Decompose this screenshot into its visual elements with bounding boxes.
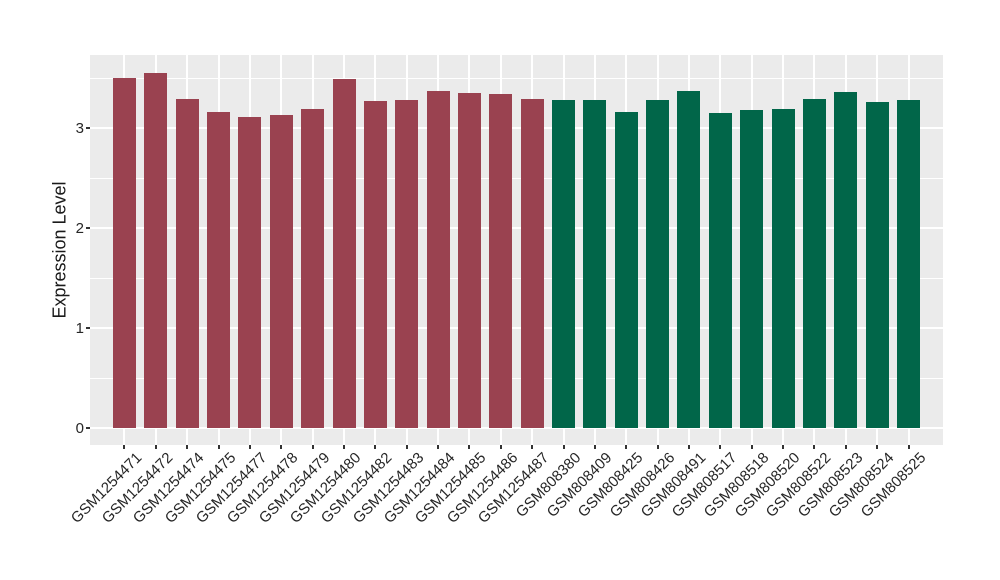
y-axis-tick [86, 227, 90, 230]
gridline-minor [90, 377, 943, 379]
gridline-major [90, 127, 943, 130]
bar-GSM808523 [834, 92, 858, 429]
x-axis-tick [343, 445, 346, 449]
y-axis-tick-label: 0 [75, 419, 84, 437]
y-axis-tick [86, 127, 90, 130]
gridline-major [90, 427, 943, 430]
x-axis-tick [437, 445, 440, 449]
plot-panel [90, 55, 943, 445]
bar-GSM1254472 [144, 73, 168, 429]
y-axis-tick-label: 1 [75, 319, 84, 337]
bar-GSM808517 [708, 113, 732, 429]
bar-GSM808525 [897, 100, 920, 429]
gridline-major [90, 227, 943, 230]
y-axis-tick [86, 427, 90, 430]
x-axis-tick [562, 445, 565, 449]
gridline-major [90, 327, 943, 330]
bar-GSM808520 [771, 109, 795, 429]
x-axis-tick [248, 445, 251, 449]
y-axis-tick-label: 2 [75, 219, 84, 237]
bar-GSM1254484 [426, 91, 450, 429]
x-axis-tick [499, 445, 502, 449]
x-axis-tick [719, 445, 722, 449]
bar-GSM1254477 [238, 117, 262, 429]
x-axis-tick [154, 445, 157, 449]
x-axis-tick [907, 445, 910, 449]
x-axis-tick [468, 445, 471, 449]
bar-GSM1254482 [363, 101, 387, 429]
gridline-minor [90, 277, 943, 279]
bar-GSM808518 [740, 110, 764, 429]
bar-GSM1254483 [395, 100, 419, 429]
bar-GSM1254487 [520, 99, 544, 429]
bar-GSM1254475 [207, 112, 231, 429]
x-axis-tick [593, 445, 596, 449]
y-axis-tick-label: 3 [75, 119, 84, 137]
x-axis-tick [687, 445, 690, 449]
x-axis-tick [625, 445, 628, 449]
bar-GSM1254479 [301, 109, 325, 429]
bar-GSM808380 [552, 100, 576, 429]
x-axis-tick [876, 445, 879, 449]
x-axis-tick [656, 445, 659, 449]
x-axis-tick [217, 445, 220, 449]
y-axis-title: Expression Level [49, 181, 70, 319]
x-axis-tick [186, 445, 189, 449]
x-axis-tick [844, 445, 847, 449]
x-axis-tick [531, 445, 534, 449]
x-axis-tick [750, 445, 753, 449]
bar-GSM1254471 [112, 78, 136, 429]
bar-GSM808409 [583, 100, 607, 429]
bar-GSM808491 [677, 91, 701, 429]
bar-GSM808425 [614, 112, 638, 429]
bar-GSM1254480 [332, 79, 356, 429]
x-axis-tick [374, 445, 377, 449]
y-axis-tick [86, 327, 90, 330]
bar-GSM1254478 [269, 115, 293, 429]
x-axis-tick [123, 445, 126, 449]
x-axis-tick [782, 445, 785, 449]
bar-GSM1254486 [489, 94, 513, 429]
x-axis-tick [813, 445, 816, 449]
gridline-minor [90, 177, 943, 179]
bar-GSM808522 [802, 99, 826, 429]
gridline-minor [90, 77, 943, 79]
x-axis-tick [405, 445, 408, 449]
bar-GSM1254485 [457, 93, 481, 429]
x-axis-tick [311, 445, 314, 449]
bar-GSM808426 [646, 100, 670, 429]
bar-GSM808524 [865, 102, 889, 429]
bar-GSM1254474 [175, 99, 199, 429]
x-axis-tick [280, 445, 283, 449]
